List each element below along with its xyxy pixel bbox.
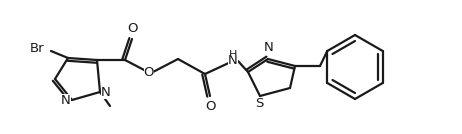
Text: N: N <box>61 94 71 107</box>
Text: N: N <box>101 85 111 98</box>
Text: N: N <box>264 41 274 54</box>
Text: O: O <box>206 100 216 113</box>
Text: N: N <box>228 55 238 68</box>
Text: O: O <box>128 22 138 35</box>
Text: O: O <box>144 66 154 79</box>
Text: S: S <box>255 97 263 110</box>
Text: Br: Br <box>30 42 44 55</box>
Text: H: H <box>229 50 237 60</box>
